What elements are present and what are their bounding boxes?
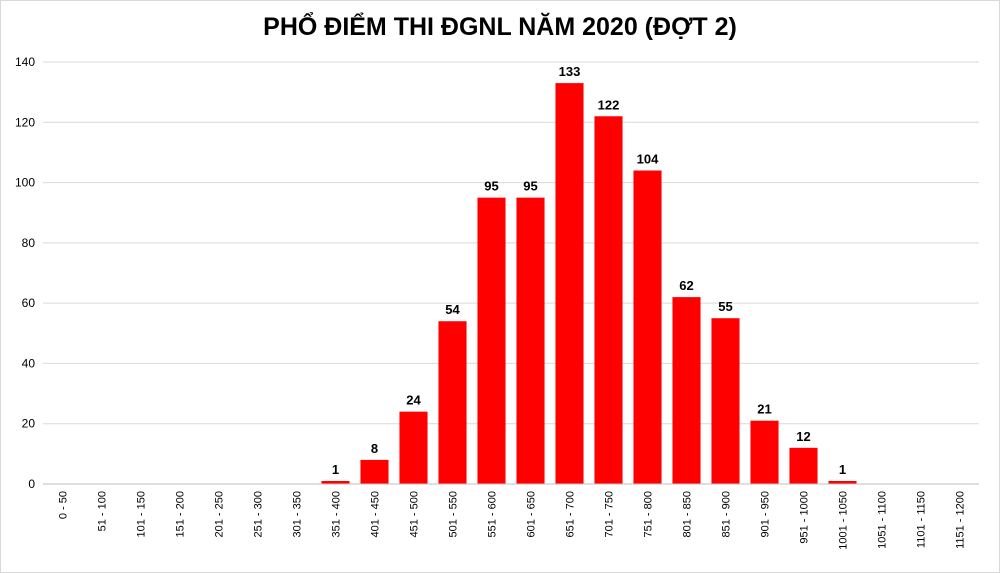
- x-tick-label: 901 - 950: [760, 491, 772, 537]
- chart-title: PHỔ ĐIỂM THI ĐGNL NĂM 2020 (ĐỢT 2): [263, 13, 737, 41]
- bar: [555, 83, 584, 484]
- bar: [828, 480, 857, 484]
- data-label: 1: [332, 462, 339, 477]
- x-tick-label: 751 - 800: [643, 491, 655, 537]
- data-label: 95: [484, 179, 498, 194]
- bar: [321, 480, 350, 484]
- x-tick-label: 301 - 350: [292, 491, 304, 537]
- x-tick-label: 501 - 550: [448, 491, 460, 537]
- data-label: 133: [559, 64, 581, 79]
- x-tick-label: 1151 - 1200: [955, 491, 967, 549]
- x-tick-label: 801 - 850: [682, 491, 694, 537]
- x-tick-label: 451 - 500: [409, 491, 421, 537]
- bar: [750, 420, 779, 484]
- bar: [360, 459, 389, 484]
- data-label: 1: [839, 462, 846, 477]
- bar: [594, 116, 623, 484]
- x-tick-label: 1001 - 1050: [838, 491, 850, 550]
- y-axis: 0 20 40 60 80 100 120 140: [15, 55, 35, 491]
- x-axis: 0 - 50 51 - 100 101 - 150 151 - 200 201 - 25…: [43, 483, 979, 550]
- bar: [789, 447, 818, 484]
- data-label: 12: [796, 429, 810, 444]
- data-label: 104: [637, 152, 659, 167]
- bar: [711, 318, 740, 484]
- data-label: 8: [371, 441, 378, 456]
- y-tick-label: 80: [22, 236, 36, 250]
- x-tick-label: 701 - 750: [604, 491, 616, 537]
- x-tick-label: 401 - 450: [370, 491, 382, 537]
- bar: [516, 197, 545, 484]
- data-label: 54: [445, 302, 460, 317]
- bar: [477, 197, 506, 484]
- y-tick-label: 0: [28, 477, 35, 491]
- data-label: 55: [718, 299, 732, 314]
- bars: [321, 83, 857, 484]
- x-tick-label: 101 - 150: [136, 491, 148, 537]
- x-tick-label: 651 - 700: [565, 491, 577, 537]
- x-tick-label: 951 - 1000: [799, 491, 811, 544]
- bar: [633, 170, 662, 484]
- gridlines: [43, 61, 979, 485]
- x-tick-label: 251 - 300: [253, 491, 265, 537]
- y-tick-label: 140: [15, 55, 35, 69]
- data-label: 122: [598, 97, 620, 112]
- x-tick-label: 201 - 250: [214, 491, 226, 537]
- x-tick-label: 601 - 650: [526, 491, 538, 537]
- bar: [438, 321, 467, 484]
- y-tick-label: 40: [22, 356, 36, 370]
- x-tick-label: 0 - 50: [58, 491, 70, 519]
- bar: [672, 297, 701, 484]
- x-tick-label: 151 - 200: [175, 491, 187, 537]
- data-label: 24: [406, 393, 421, 408]
- data-label: 62: [679, 278, 693, 293]
- x-tick-label: 851 - 900: [721, 491, 733, 537]
- y-tick-label: 60: [22, 296, 36, 310]
- data-labels: 1 8 24 54 95 95 133 122 104 62 55 21 12 1: [332, 64, 846, 477]
- data-label: 21: [757, 402, 771, 417]
- x-tick-label: 351 - 400: [331, 491, 343, 537]
- x-tick-label: 1051 - 1100: [877, 491, 889, 549]
- bar: [399, 411, 428, 484]
- y-tick-label: 100: [15, 176, 35, 190]
- x-tick-label: 1101 - 1150: [916, 491, 928, 548]
- x-tick-label: 51 - 100: [97, 491, 109, 531]
- y-tick-label: 20: [22, 417, 36, 431]
- x-tick-label: 551 - 600: [487, 491, 499, 537]
- data-label: 95: [523, 179, 537, 194]
- y-tick-label: 120: [15, 115, 35, 129]
